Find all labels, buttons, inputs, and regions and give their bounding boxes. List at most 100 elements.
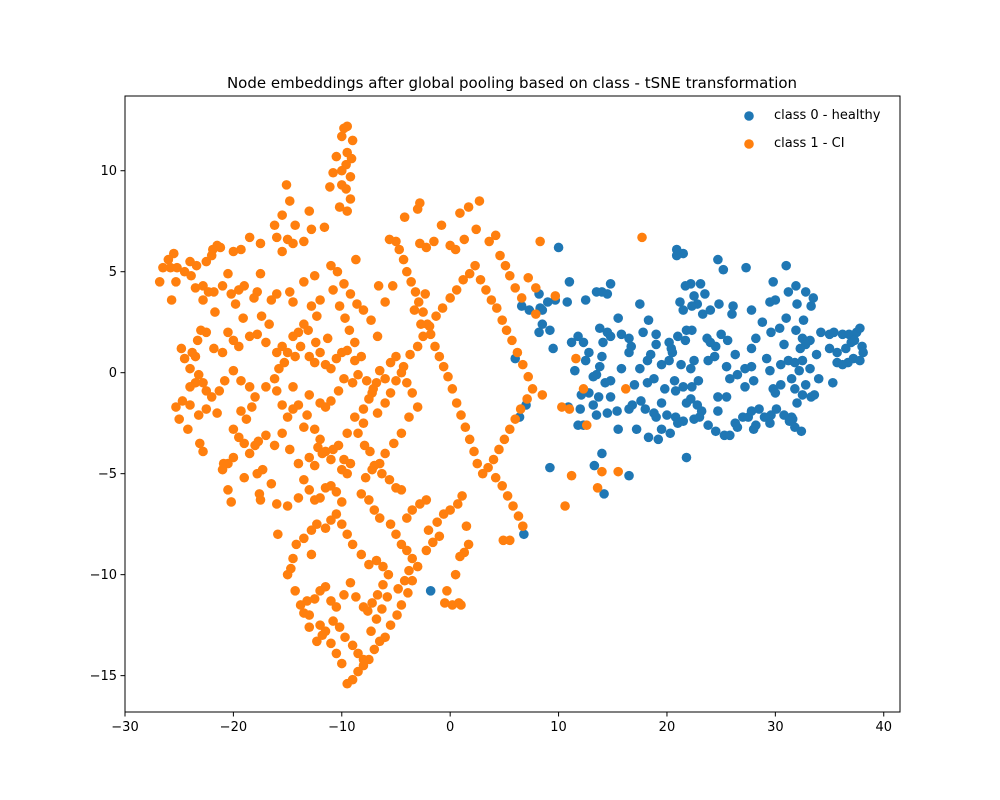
data-point-class-1 xyxy=(484,236,495,247)
data-point-class-0 xyxy=(766,327,776,338)
data-point-class-1 xyxy=(326,638,336,649)
data-point-class-0 xyxy=(800,380,811,390)
data-point-class-1 xyxy=(380,448,390,459)
data-point-class-1 xyxy=(332,266,343,277)
data-point-class-1 xyxy=(494,444,504,455)
data-point-class-1 xyxy=(347,377,358,388)
data-point-class-0 xyxy=(629,380,640,390)
data-point-class-1 xyxy=(326,454,336,465)
data-point-class-0 xyxy=(798,315,809,325)
data-point-class-0 xyxy=(624,333,634,344)
data-point-class-1 xyxy=(257,464,268,475)
data-point-class-1 xyxy=(266,478,277,489)
data-point-class-1 xyxy=(328,285,338,295)
data-point-class-1 xyxy=(185,363,195,374)
data-point-class-1 xyxy=(457,491,467,501)
data-point-class-1 xyxy=(304,622,315,632)
data-point-class-1 xyxy=(309,460,320,471)
data-point-class-1 xyxy=(371,614,382,624)
data-point-class-0 xyxy=(714,299,724,309)
data-point-class-0 xyxy=(713,254,723,265)
data-point-class-1 xyxy=(389,438,399,449)
data-point-class-0 xyxy=(599,489,609,499)
data-point-class-0 xyxy=(855,355,865,366)
data-point-class-0 xyxy=(676,359,686,370)
data-point-class-1 xyxy=(171,402,181,412)
data-point-class-0 xyxy=(746,406,757,416)
data-point-class-1 xyxy=(380,373,390,384)
data-point-class-0 xyxy=(809,390,820,400)
data-point-class-1 xyxy=(209,343,219,354)
data-point-class-1 xyxy=(269,373,280,384)
data-point-class-1 xyxy=(442,586,452,596)
data-point-class-0 xyxy=(665,428,676,439)
data-point-class-0 xyxy=(638,327,648,338)
data-point-class-1 xyxy=(394,244,405,255)
data-point-class-1 xyxy=(450,244,461,255)
data-point-class-1 xyxy=(368,384,379,394)
data-point-class-1 xyxy=(531,309,541,319)
data-point-class-0 xyxy=(779,339,789,350)
data-point-class-1 xyxy=(290,220,300,231)
data-point-class-1 xyxy=(369,644,380,655)
data-point-class-1 xyxy=(399,575,410,586)
data-point-class-1 xyxy=(284,444,295,455)
data-point-class-1 xyxy=(342,529,353,540)
data-point-class-0 xyxy=(832,347,842,358)
data-point-class-1 xyxy=(481,285,491,295)
data-point-class-0 xyxy=(728,301,738,311)
data-point-class-1 xyxy=(345,171,356,182)
data-point-class-0 xyxy=(791,281,801,291)
data-point-class-1 xyxy=(312,311,322,321)
data-point-class-0 xyxy=(605,392,616,402)
data-point-class-0 xyxy=(593,392,604,402)
data-point-class-0 xyxy=(779,410,789,420)
data-point-class-1 xyxy=(380,297,390,307)
data-point-class-1 xyxy=(226,289,237,299)
data-point-class-1 xyxy=(230,299,241,309)
data-point-class-1 xyxy=(299,277,309,287)
data-point-class-1 xyxy=(418,331,428,342)
y-tick-label: −10 xyxy=(90,568,117,583)
data-point-class-1 xyxy=(508,501,518,511)
data-point-class-1 xyxy=(154,277,165,287)
data-point-class-1 xyxy=(326,363,336,374)
data-point-class-1 xyxy=(334,202,345,212)
data-point-class-0 xyxy=(597,351,607,362)
data-point-class-1 xyxy=(490,230,501,241)
data-point-class-1 xyxy=(315,398,325,408)
y-tick-label: 10 xyxy=(100,164,117,179)
data-point-class-0 xyxy=(770,295,781,305)
data-point-class-1 xyxy=(557,402,567,412)
data-point-class-1 xyxy=(315,493,325,503)
data-point-class-1 xyxy=(239,281,250,291)
data-point-class-1 xyxy=(374,636,385,647)
data-point-class-1 xyxy=(377,468,387,479)
data-point-class-1 xyxy=(334,622,345,632)
data-point-class-1 xyxy=(244,232,255,243)
legend: class 0 - healthy class 1 - CI xyxy=(744,108,881,151)
data-point-class-1 xyxy=(239,472,250,483)
data-point-class-1 xyxy=(347,135,358,146)
data-point-class-0 xyxy=(516,301,527,311)
data-point-class-1 xyxy=(239,438,250,449)
data-point-class-0 xyxy=(624,470,634,481)
data-point-class-1 xyxy=(254,489,265,499)
data-point-class-1 xyxy=(277,246,287,257)
data-point-class-1 xyxy=(255,238,266,249)
data-point-class-1 xyxy=(261,382,271,392)
data-point-class-1 xyxy=(523,272,534,283)
data-point-class-0 xyxy=(631,424,642,435)
data-point-class-1 xyxy=(299,533,309,544)
data-point-class-1 xyxy=(522,394,532,404)
data-point-class-1 xyxy=(271,386,282,396)
data-point-class-1 xyxy=(315,434,325,445)
data-point-class-1 xyxy=(353,428,363,439)
data-point-class-0 xyxy=(805,363,815,374)
data-point-class-0 xyxy=(651,412,661,422)
data-point-class-1 xyxy=(247,402,257,412)
data-point-class-1 xyxy=(474,196,485,206)
data-point-class-1 xyxy=(302,410,312,420)
data-point-class-1 xyxy=(198,377,208,388)
data-point-class-1 xyxy=(236,375,246,386)
